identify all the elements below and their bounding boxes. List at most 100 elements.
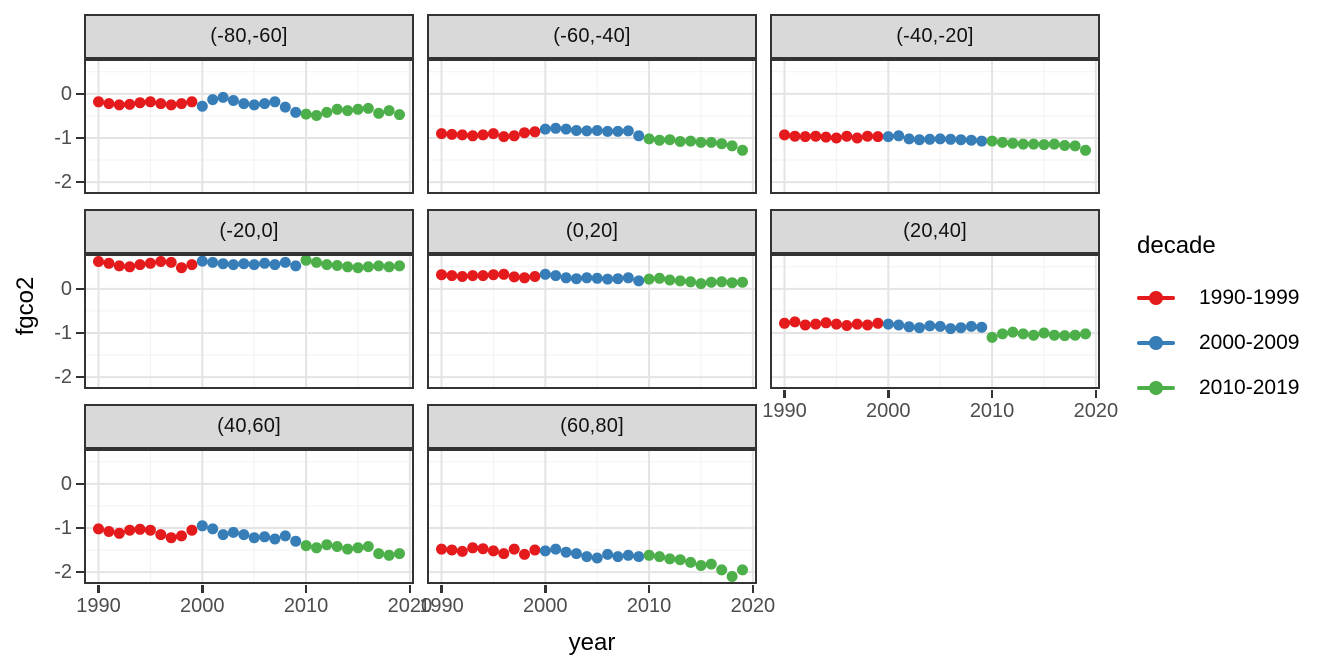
panel-background: [427, 59, 757, 194]
data-point: [93, 96, 104, 108]
facet-plot-area: [84, 59, 414, 194]
data-point: [383, 549, 395, 561]
data-point: [498, 548, 510, 560]
data-point: [664, 274, 676, 286]
facet-plot-area: [427, 449, 757, 584]
data-point: [1017, 328, 1029, 340]
x-tick-mark: [990, 390, 994, 398]
data-point: [290, 535, 302, 547]
x-tick-label: 2020: [387, 595, 433, 617]
data-point: [820, 131, 832, 143]
facet-strip: (20,40]: [770, 209, 1100, 254]
data-point: [519, 548, 530, 560]
facet-plot-area: [427, 254, 757, 389]
data-point: [529, 126, 541, 138]
data-point: [695, 136, 707, 148]
data-point: [124, 524, 136, 536]
data-point: [716, 564, 728, 576]
data-point: [311, 110, 322, 121]
data-point: [331, 541, 343, 552]
data-point: [705, 136, 717, 148]
facet-(0,20]: (0,20]: [427, 209, 757, 389]
data-point: [227, 526, 239, 538]
data-point: [477, 129, 489, 141]
panel-border: [770, 59, 1100, 194]
data-point: [789, 316, 801, 328]
data-point: [965, 320, 977, 332]
data-point: [456, 545, 468, 557]
data-point: [633, 130, 645, 142]
data-point: [186, 259, 198, 271]
data-point: [913, 322, 925, 334]
data-point: [342, 543, 354, 555]
data-point: [1048, 329, 1060, 341]
x-tick-mark: [201, 585, 204, 593]
facet-(20,40]: (20,40] 1990 2000 2010 2020: [762, 209, 1118, 422]
data-point: [643, 549, 655, 561]
data-point: [487, 128, 499, 140]
data-point: [508, 130, 520, 142]
data-point: [300, 540, 312, 552]
data-point: [487, 269, 499, 281]
data-point: [1038, 327, 1050, 339]
data-point: [810, 130, 822, 142]
data-point: [705, 276, 717, 288]
data-point: [643, 273, 655, 285]
data-point: [830, 318, 842, 330]
data-point: [654, 134, 665, 146]
data-point: [103, 526, 115, 537]
y-tick-mark: [76, 375, 84, 379]
data-point: [248, 532, 260, 544]
data-point: [539, 123, 551, 135]
data-point: [362, 102, 374, 114]
x-tick-mark: [751, 585, 755, 593]
data-point: [93, 256, 104, 267]
data-point: [373, 548, 385, 560]
data-point: [570, 273, 582, 285]
data-point: [279, 530, 291, 542]
data-point: [643, 133, 655, 145]
data-point: [1069, 140, 1081, 152]
legend-item-label: 1990-1999: [1199, 286, 1300, 309]
facet-label: (-40,-20]: [896, 25, 974, 47]
data-point: [550, 122, 562, 134]
data-point: [903, 321, 915, 333]
data-point: [124, 98, 136, 110]
data-point: [851, 318, 863, 330]
data-point: [342, 105, 354, 117]
data-point: [144, 96, 156, 108]
data-point: [1028, 329, 1040, 341]
data-point: [362, 261, 374, 273]
data-point: [311, 542, 322, 554]
data-point: [186, 96, 198, 108]
data-point: [529, 271, 541, 282]
facet-strip: (-20,0]: [84, 209, 414, 254]
data-point: [674, 554, 686, 566]
data-point: [1038, 139, 1050, 151]
panel-border: [84, 254, 414, 389]
data-point: [654, 551, 665, 563]
data-point: [436, 269, 447, 281]
data-point: [862, 319, 873, 331]
data-point: [893, 130, 905, 142]
data-point: [487, 545, 499, 557]
y-tick-mark: [76, 180, 84, 184]
data-point: [570, 125, 582, 136]
data-point: [477, 543, 489, 555]
data-point: [498, 268, 510, 280]
legend: decade 1990-1999 2000-2009 2010-2019: [1137, 232, 1299, 419]
data-point: [207, 523, 219, 535]
data-point: [1080, 328, 1091, 340]
data-point: [321, 106, 333, 118]
data-point: [560, 546, 572, 558]
data-point: [986, 331, 998, 343]
x-tick-mark: [440, 585, 443, 593]
data-point: [986, 135, 998, 147]
data-point: [591, 272, 603, 284]
y-tick-label: -2: [54, 171, 72, 194]
data-point: [436, 543, 447, 555]
data-point: [851, 132, 863, 144]
data-point: [550, 270, 562, 282]
data-point: [882, 318, 894, 330]
